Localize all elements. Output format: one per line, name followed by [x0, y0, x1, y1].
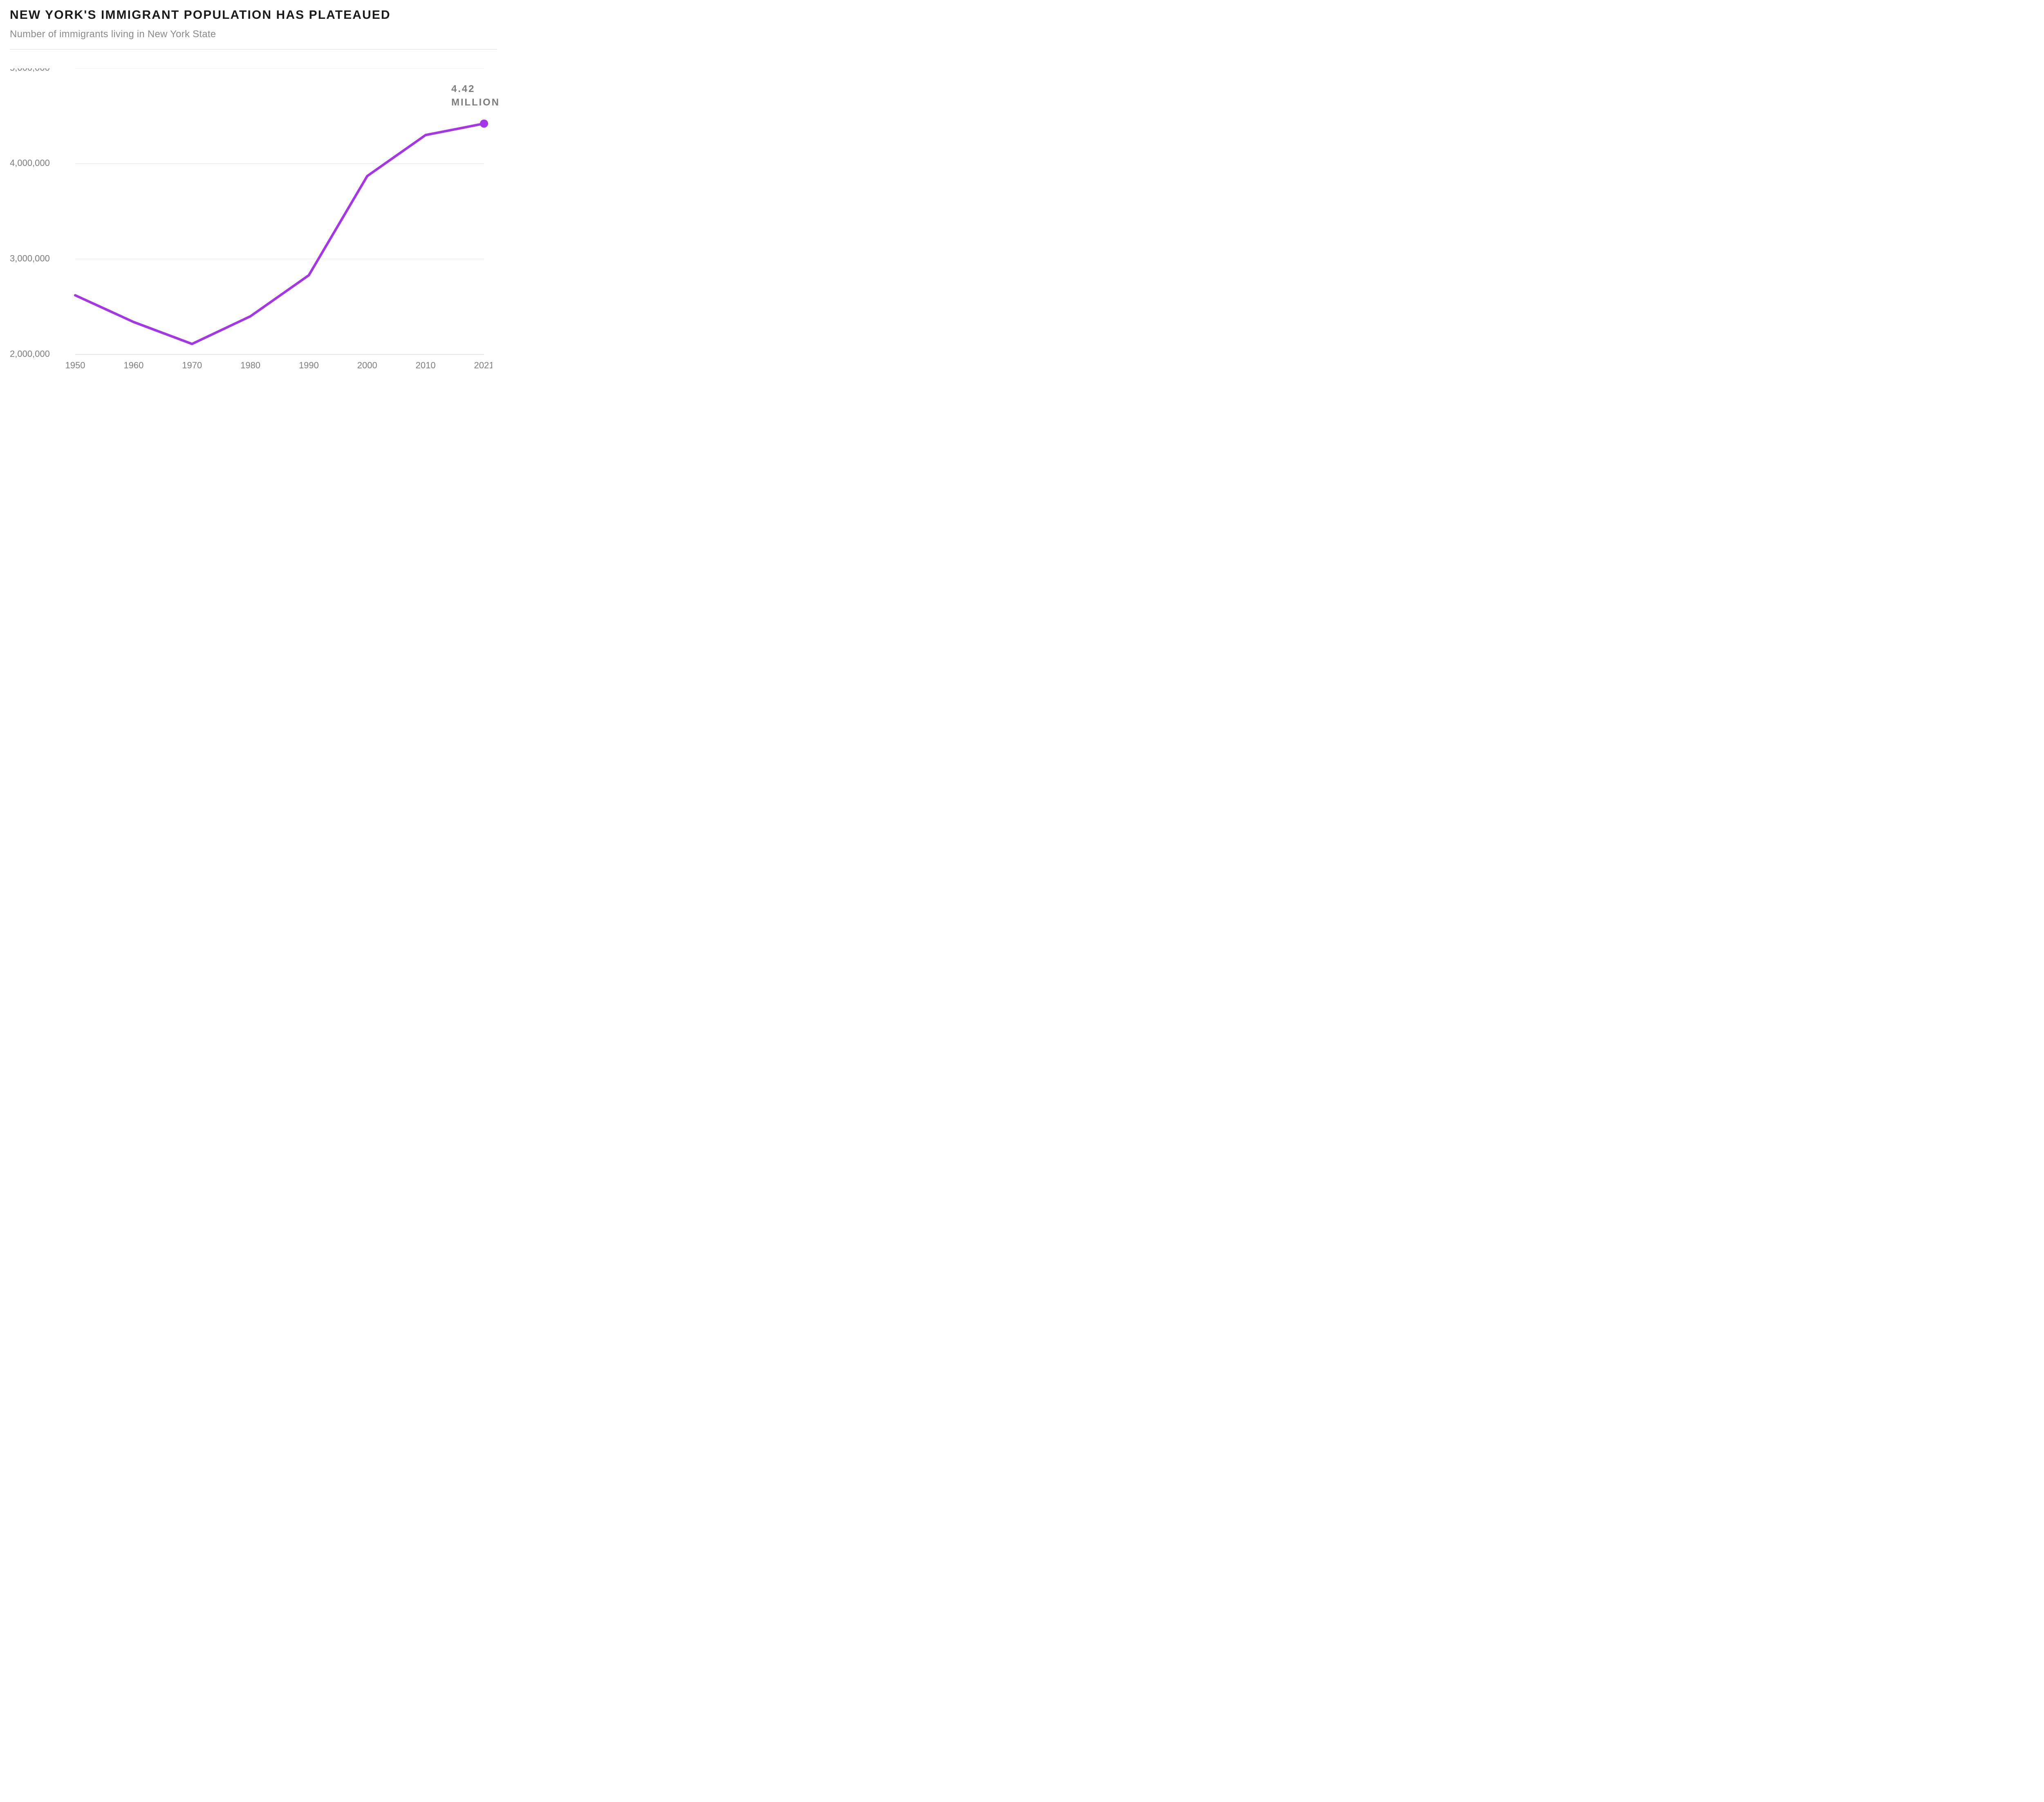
- chart-plot-area: 2,000,000 3,000,000 4,000,000 5,000,000 1950…: [10, 68, 492, 379]
- x-tick-label: 1960: [123, 360, 143, 370]
- chart-title: NEW YORK'S IMMIGRANT POPULATION HAS PLAT…: [10, 8, 497, 22]
- x-tick-label: 2010: [416, 360, 436, 370]
- chart-container: NEW YORK'S IMMIGRANT POPULATION HAS PLAT…: [0, 0, 507, 383]
- chart-subtitle: Number of immigrants living in New York …: [10, 29, 497, 40]
- line-chart-svg: 2,000,000 3,000,000 4,000,000 5,000,000 1950…: [10, 68, 492, 379]
- y-tick-label: 3,000,000: [10, 253, 50, 263]
- x-tick-label: 2021: [474, 360, 492, 370]
- callout-value: 4.42: [451, 83, 475, 94]
- y-tick-label: 4,000,000: [10, 158, 50, 168]
- callout-unit: MILLION: [451, 97, 500, 108]
- y-tick-label: 5,000,000: [10, 68, 50, 73]
- x-tick-label: 2000: [357, 360, 377, 370]
- endpoint-marker: [480, 119, 488, 128]
- x-tick-label: 1990: [299, 360, 319, 370]
- y-tick-label: 2,000,000: [10, 349, 50, 359]
- x-tick-label: 1980: [240, 360, 260, 370]
- endpoint-callout: 4.42 MILLION: [451, 83, 500, 109]
- x-tick-label: 1950: [65, 360, 85, 370]
- x-tick-label: 1970: [182, 360, 202, 370]
